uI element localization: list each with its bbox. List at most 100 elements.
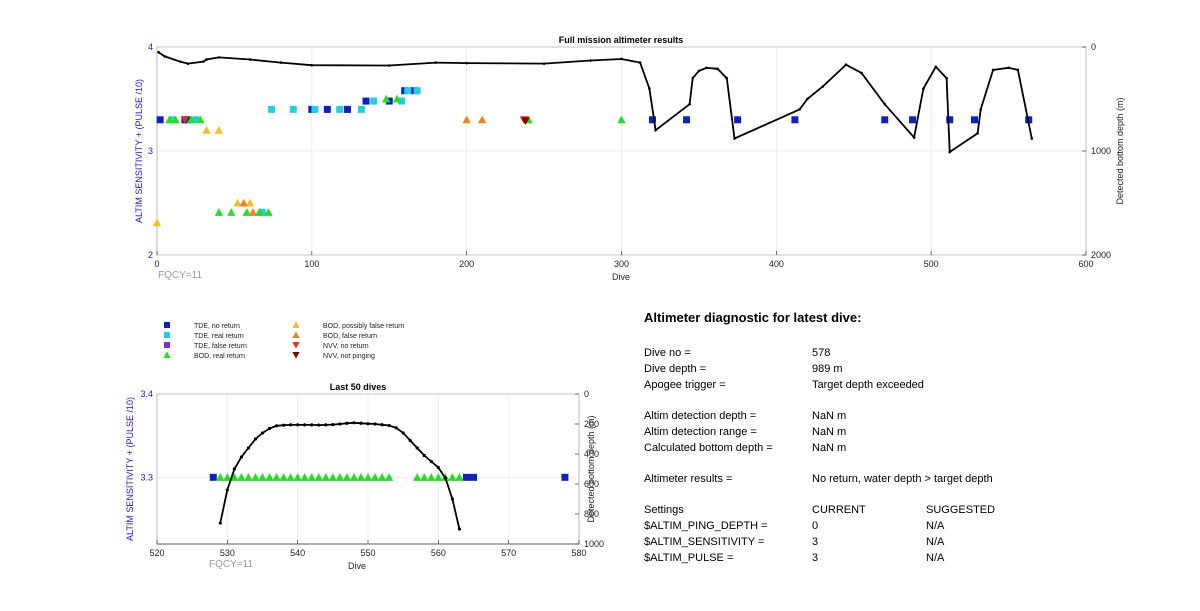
depth-point — [296, 423, 300, 427]
depth-point — [945, 76, 948, 80]
depth-point — [380, 423, 384, 427]
data-point — [293, 473, 302, 481]
bottom-ticks: 520 530 540 550 560 570 580 3.3 3.4 0 200 400 600 800… — [140, 389, 604, 558]
depth-point — [246, 446, 251, 450]
depth-point — [253, 437, 258, 441]
data-point — [279, 473, 288, 481]
legend-marker — [292, 342, 300, 349]
det-depth-label: Altim detection depth = — [644, 410, 757, 422]
depth-point — [542, 62, 546, 65]
data-point — [561, 473, 569, 481]
depth-point — [725, 76, 729, 80]
data-point — [272, 473, 281, 481]
dive-no-row: Dive no = 578 — [644, 345, 1164, 361]
y-right-tick-label: 400 — [584, 449, 599, 459]
depth-point — [648, 87, 651, 90]
depth-point — [359, 421, 363, 425]
data-point — [420, 473, 429, 481]
setting-name: $ALTIM_PULSE = — [644, 552, 734, 564]
x-tick-label: 530 — [220, 548, 235, 558]
data-point — [323, 105, 331, 113]
setting-suggested: N/A — [926, 552, 945, 564]
data-point — [462, 115, 471, 124]
data-point — [404, 87, 412, 95]
setting-current: 0 — [812, 520, 819, 532]
data-point — [392, 94, 402, 103]
setting-suggested: N/A — [926, 520, 945, 532]
bottom-marks — [209, 421, 569, 531]
data-point — [413, 87, 421, 95]
legend-label: BOD, false return — [323, 333, 377, 340]
depth-point — [217, 56, 221, 59]
calc-depth-row: Calculated bottom depth = NaN m — [644, 440, 1164, 456]
depth-point — [218, 521, 222, 525]
data-point — [381, 94, 391, 103]
data-point — [168, 116, 176, 124]
results-row: Altimeter results = No return, water dept… — [644, 471, 1164, 487]
depth-point — [324, 423, 328, 427]
x-tick-label: 540 — [290, 548, 305, 558]
data-point — [470, 473, 477, 481]
data-point — [248, 208, 258, 216]
depth-point — [205, 58, 208, 61]
depth-point — [450, 497, 454, 501]
results-value: No return, water depth > target depth — [812, 473, 993, 485]
depth-point — [248, 58, 252, 61]
legend-marker — [164, 342, 170, 348]
depth-point — [1007, 66, 1010, 70]
depth-point — [912, 136, 916, 139]
apogee-label: Apogee trigger = — [644, 379, 726, 391]
data-point — [398, 97, 406, 105]
depth-point — [279, 61, 283, 64]
data-point — [258, 473, 267, 481]
depth-point — [239, 455, 243, 459]
data-point — [336, 105, 344, 113]
legend-marker — [163, 351, 171, 358]
x-tick-label: 600 — [1078, 259, 1093, 269]
data-point — [413, 473, 422, 481]
data-point — [335, 473, 345, 481]
y-right-tick-label: 600 — [584, 479, 599, 489]
legend-label: NVV, not pinging — [323, 353, 375, 360]
data-point — [223, 473, 232, 481]
data-point — [648, 116, 656, 124]
data-point — [521, 117, 530, 126]
top-marks — [152, 50, 1034, 227]
top-ticks: 0 100 200 300 400 500 600 2 3 4 0 1000 2000 — [148, 42, 1111, 269]
bottom-y-right-axis-label: Detected bottom depth (m) — [586, 415, 596, 522]
y-right-tick-label: 1000 — [584, 539, 604, 549]
y-tick-label: 3.4 — [140, 389, 153, 399]
dive-depth-row: Dive depth = 989 m — [644, 361, 1164, 377]
depth-point — [976, 132, 979, 135]
depth-point — [401, 431, 405, 435]
data-point — [946, 116, 954, 124]
x-tick-label: 520 — [149, 548, 164, 558]
data-point — [209, 473, 217, 481]
depth-point — [429, 459, 433, 464]
depth-point — [408, 438, 412, 443]
data-point — [683, 116, 691, 124]
dive-depth-label: Dive depth = — [644, 363, 707, 375]
settings-header-row: Settings CURRENT SUGGESTED — [644, 502, 1164, 518]
depth-point — [345, 421, 349, 425]
det-range-row: Altim detection range = NaN m — [644, 424, 1164, 440]
y-tick-label: 3.3 — [140, 472, 153, 482]
data-point — [186, 115, 196, 124]
setting-name: $ALTIM_PING_DEPTH = — [644, 520, 768, 532]
depth-point — [654, 128, 657, 132]
depth-point — [422, 453, 426, 458]
data-point — [321, 473, 330, 481]
data-point — [233, 198, 242, 207]
y-tick-label: 3 — [148, 146, 153, 156]
legend-label: BOD, possibly false return — [323, 323, 404, 330]
data-point — [264, 208, 273, 216]
data-point — [377, 473, 387, 481]
depth-point — [691, 76, 695, 80]
data-point — [427, 473, 436, 481]
x-tick-label: 200 — [459, 259, 474, 269]
data-point — [314, 473, 323, 481]
data-point — [300, 473, 309, 481]
data-point — [152, 218, 162, 227]
depth-point — [705, 66, 708, 70]
